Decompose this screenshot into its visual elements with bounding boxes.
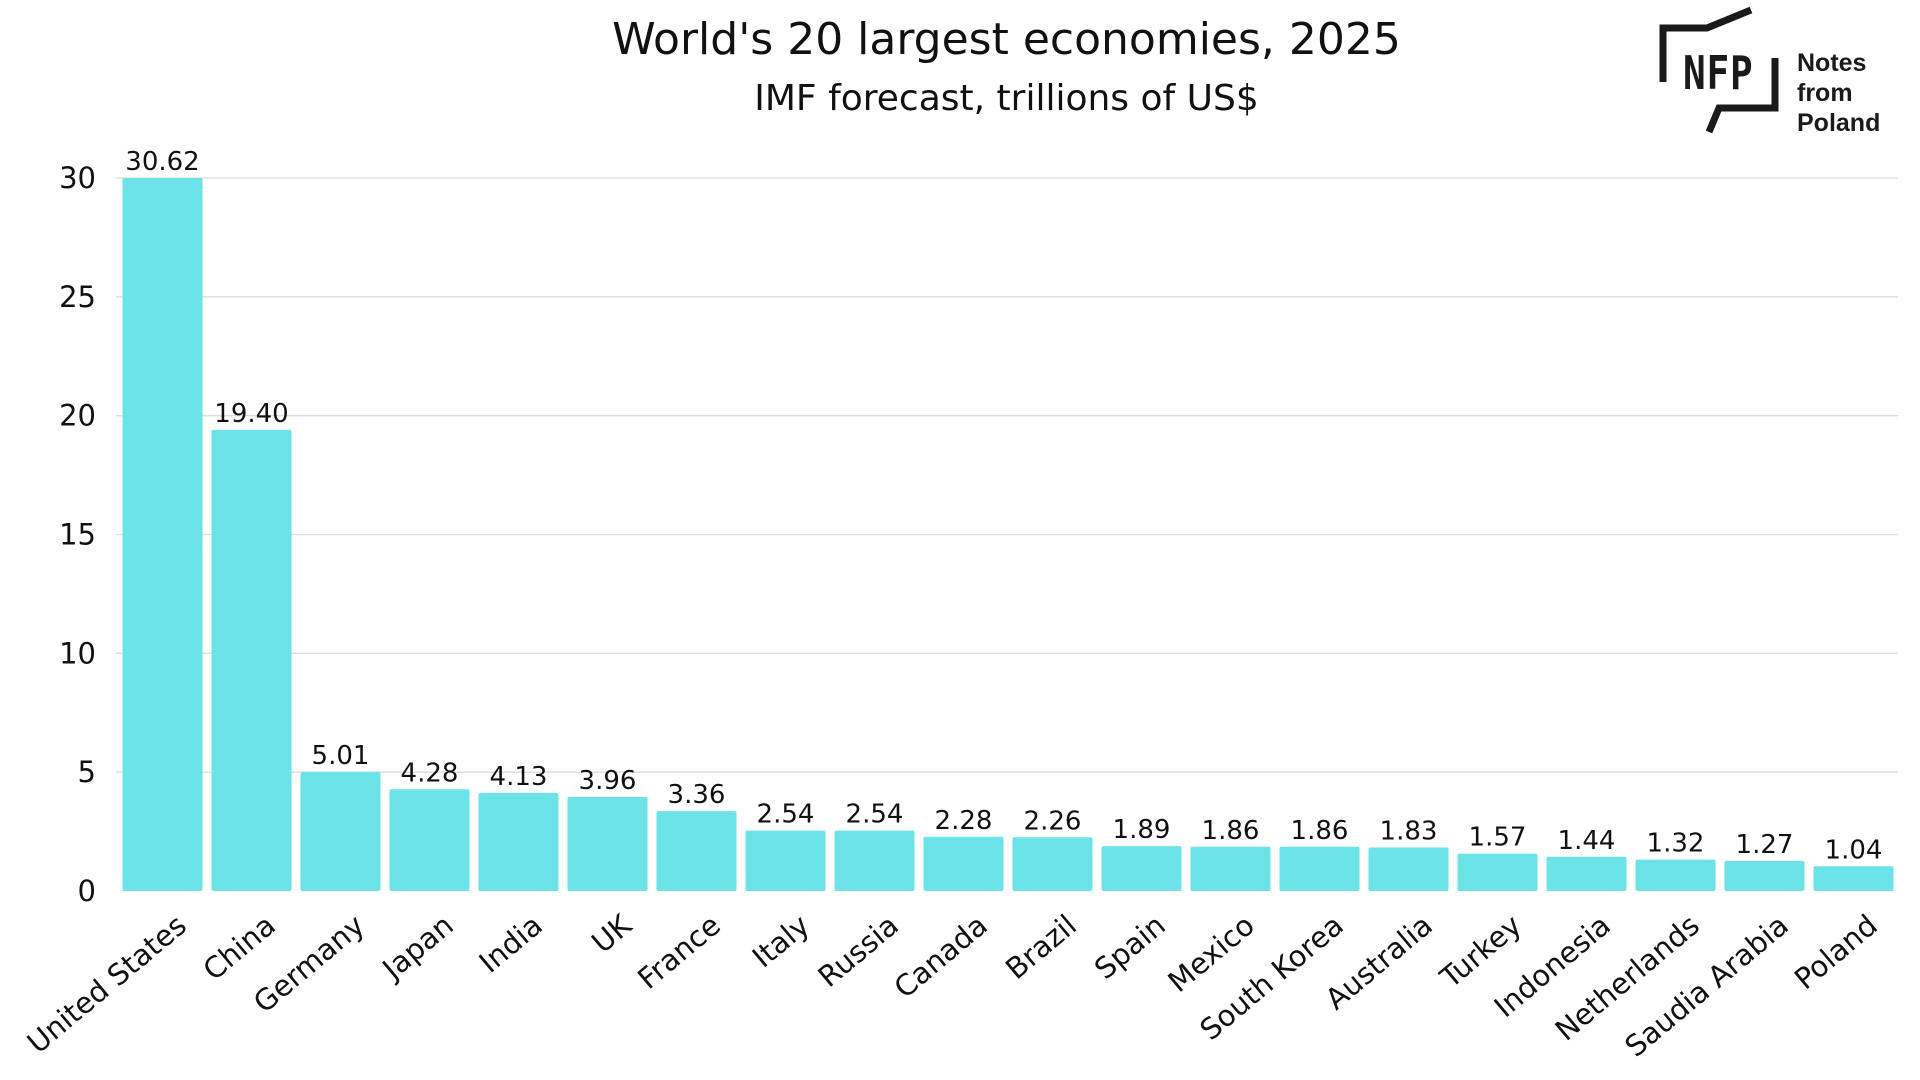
bar bbox=[211, 429, 292, 891]
y-tick-label: 20 bbox=[59, 399, 96, 433]
category-label: United States bbox=[21, 908, 193, 1060]
logo-mark-text: NFP bbox=[1683, 46, 1754, 100]
data-label: 3.96 bbox=[579, 766, 637, 796]
nfp-bracket-logo-icon bbox=[1659, 6, 1779, 134]
logo-name: Notes from Poland bbox=[1797, 48, 1920, 138]
chart-subtitle: IMF forecast, trillions of US$ bbox=[754, 78, 1259, 119]
bar bbox=[656, 811, 737, 891]
y-tick-label: 30 bbox=[59, 161, 96, 195]
logo-name-line2: Poland bbox=[1797, 109, 1881, 137]
bar bbox=[745, 830, 826, 891]
bar bbox=[1457, 853, 1538, 891]
category-label: India bbox=[473, 908, 549, 980]
nfp-logo: NFP Notes from Poland bbox=[1655, 4, 1920, 138]
chart-title: World's 20 largest economies, 2025 bbox=[612, 14, 1401, 65]
data-label: 19.40 bbox=[214, 399, 288, 429]
y-tick-label: 15 bbox=[59, 518, 96, 552]
data-label: 1.83 bbox=[1380, 817, 1438, 847]
category-label: Spain bbox=[1088, 908, 1172, 986]
bar bbox=[567, 796, 648, 891]
bar bbox=[1813, 866, 1894, 891]
bar bbox=[122, 178, 203, 891]
category-label: Canada bbox=[887, 908, 993, 1005]
y-tick-label: 10 bbox=[59, 636, 96, 670]
data-label: 4.13 bbox=[490, 762, 548, 792]
logo-name-line1: Notes from bbox=[1797, 49, 1867, 107]
data-label: 2.54 bbox=[846, 800, 904, 830]
data-label: 3.36 bbox=[668, 780, 726, 810]
category-label: Poland bbox=[1788, 908, 1884, 996]
data-label: 4.28 bbox=[401, 758, 459, 788]
data-label: 2.28 bbox=[935, 806, 993, 836]
bar bbox=[300, 771, 381, 891]
y-tick-label: 0 bbox=[78, 874, 96, 908]
bar bbox=[1101, 846, 1182, 891]
data-label: 1.27 bbox=[1736, 830, 1794, 860]
y-tick-label: 5 bbox=[78, 755, 96, 789]
bar bbox=[1635, 859, 1716, 891]
data-label: 1.32 bbox=[1647, 829, 1705, 859]
y-tick-label: 25 bbox=[59, 280, 96, 314]
category-label: France bbox=[631, 908, 727, 996]
bar bbox=[1546, 856, 1627, 891]
data-label: 2.54 bbox=[757, 800, 815, 830]
data-label: 5.01 bbox=[312, 741, 370, 771]
data-label: 30.62 bbox=[125, 147, 199, 177]
category-label: Brazil bbox=[999, 908, 1083, 986]
bar bbox=[834, 830, 915, 891]
bar bbox=[1190, 846, 1271, 891]
bars bbox=[122, 178, 1894, 891]
gridlines bbox=[116, 177, 1898, 773]
category-label: Japan bbox=[375, 908, 460, 987]
bar bbox=[1368, 847, 1449, 891]
y-axis-ticks: 0 5 10 15 20 25 30 bbox=[59, 161, 96, 908]
data-label: 1.57 bbox=[1469, 823, 1527, 853]
bar bbox=[1012, 837, 1093, 891]
category-label: Italy bbox=[746, 908, 816, 974]
bar bbox=[923, 836, 1004, 891]
data-label: 1.44 bbox=[1558, 826, 1616, 856]
data-label: 1.86 bbox=[1291, 816, 1349, 846]
bar bbox=[389, 789, 470, 891]
data-label: 1.04 bbox=[1825, 835, 1883, 865]
data-labels: 30.62 19.40 5.01 4.28 4.13 3.96 3.36 2.54 2.54 2.… bbox=[125, 147, 1882, 865]
bar bbox=[478, 792, 559, 891]
data-label: 1.89 bbox=[1113, 815, 1171, 845]
category-label: UK bbox=[585, 907, 638, 960]
data-label: 1.86 bbox=[1202, 816, 1260, 846]
category-label: Saudia Arabia bbox=[1618, 908, 1794, 1064]
bar bbox=[1279, 846, 1360, 891]
bar bbox=[1724, 860, 1805, 891]
data-label: 2.26 bbox=[1024, 806, 1082, 836]
